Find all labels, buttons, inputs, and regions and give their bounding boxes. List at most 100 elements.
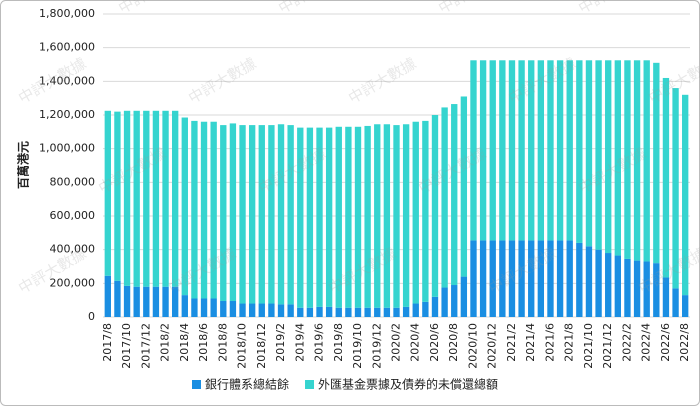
y-tick-label: 0 [88, 310, 95, 323]
bar-segment [248, 125, 256, 304]
legend-swatch [305, 380, 315, 389]
bar-segment [133, 286, 140, 317]
x-tick-label: 2018/2 [159, 323, 172, 362]
bar-segment [374, 124, 381, 308]
x-tick-label: 2017/12 [139, 323, 152, 369]
y-tick-label: 1,600,000 [39, 41, 95, 54]
bar-segment [152, 286, 160, 317]
bar-segment [287, 125, 294, 305]
bar-segment [345, 307, 352, 317]
bar-segment [258, 125, 265, 304]
bar-segment [460, 276, 468, 317]
y-tick-label: 600,000 [50, 209, 96, 222]
bar-segment [297, 127, 304, 308]
bar-segment [662, 77, 670, 278]
bar-segment [402, 306, 410, 317]
bar-segment [191, 120, 198, 299]
bar-segment [489, 240, 496, 317]
bar-segment [316, 127, 323, 307]
bar-segment [220, 125, 227, 302]
bar-segment [374, 307, 381, 317]
bar-segment [451, 104, 458, 286]
bar-segment [566, 60, 573, 241]
x-tick-label: 2020/6 [428, 323, 441, 362]
bar-segment [499, 240, 506, 317]
bar-segment [104, 275, 111, 317]
x-tick-label: 2022/8 [678, 323, 691, 362]
x-tick-label: 2017/8 [101, 323, 114, 362]
bar-segment [393, 125, 400, 308]
bar-segment [460, 96, 468, 277]
bar-segment [479, 60, 487, 241]
bar-segment [248, 303, 256, 317]
bar-segment [633, 260, 641, 317]
bar-segment [441, 287, 448, 317]
bar-segment [547, 60, 554, 241]
y-tick-label: 800,000 [50, 175, 96, 188]
bar-segment [306, 127, 314, 308]
x-tick-label: 2018/10 [236, 323, 249, 369]
bar-segment [672, 88, 679, 289]
bar-segment [672, 288, 679, 317]
bar-segment [258, 303, 265, 317]
bar-segment [682, 94, 689, 296]
bar-segment [181, 117, 188, 296]
bar-segment [653, 62, 660, 264]
bar-segment [200, 121, 208, 299]
bar-segment [605, 253, 612, 317]
bar-segment [422, 120, 429, 302]
bar-segment [229, 123, 237, 302]
bar-segment [277, 304, 285, 317]
bar-segment [624, 60, 631, 259]
bar-segment [114, 111, 121, 281]
bar-segment [470, 240, 477, 317]
bar-segment [556, 240, 564, 317]
bar-segment [682, 295, 689, 317]
bar-segment [364, 125, 371, 308]
bar-segment [556, 60, 564, 241]
x-tick-label: 2021/2 [505, 323, 518, 362]
bar-segment [614, 60, 622, 256]
x-tick-label: 2019/4 [293, 323, 306, 362]
legend-label: 銀行體系總結餘 [205, 377, 289, 392]
bar-segment [162, 286, 169, 317]
bar-segment [335, 307, 342, 317]
bar-segment [441, 107, 448, 288]
bar-segment [287, 304, 294, 317]
bar-segment [200, 298, 208, 317]
bar-segment [595, 249, 602, 317]
x-tick-label: 2019/2 [274, 323, 287, 362]
x-tick-label: 2019/6 [313, 323, 326, 362]
bar-segment [133, 110, 140, 287]
bar-segment [306, 307, 314, 317]
bar-segment [605, 60, 612, 254]
bar-segment [528, 60, 535, 241]
bar-segment [268, 125, 275, 304]
bar-segment [528, 240, 535, 317]
bar-segment [335, 126, 342, 308]
x-tick-label: 2020/12 [486, 323, 499, 369]
y-axis-label: 百萬港元 [16, 141, 31, 189]
bar-segment [143, 286, 150, 317]
bar-segment [479, 240, 487, 317]
x-tick-label: 2017/10 [120, 323, 133, 369]
bar-segment [297, 307, 304, 317]
x-tick-label: 2022/2 [620, 323, 633, 362]
bar-segment [595, 60, 602, 250]
x-tick-label: 2021/6 [543, 323, 556, 362]
bar-segment [104, 110, 111, 276]
bar-segment [239, 303, 246, 317]
bar-segment [643, 261, 650, 317]
x-tick-label: 2020/2 [390, 323, 403, 362]
bar-segment [325, 127, 333, 307]
bar-segment [325, 306, 333, 317]
bar-segment [585, 60, 593, 247]
x-tick-label: 2019/8 [332, 323, 345, 362]
y-tick-label: 1,200,000 [39, 108, 95, 121]
bar-segment [345, 126, 352, 308]
bar-segment [576, 60, 583, 243]
bar-segment [451, 285, 458, 317]
bar-segment [585, 246, 593, 317]
x-tick-label: 2022/4 [640, 323, 653, 362]
